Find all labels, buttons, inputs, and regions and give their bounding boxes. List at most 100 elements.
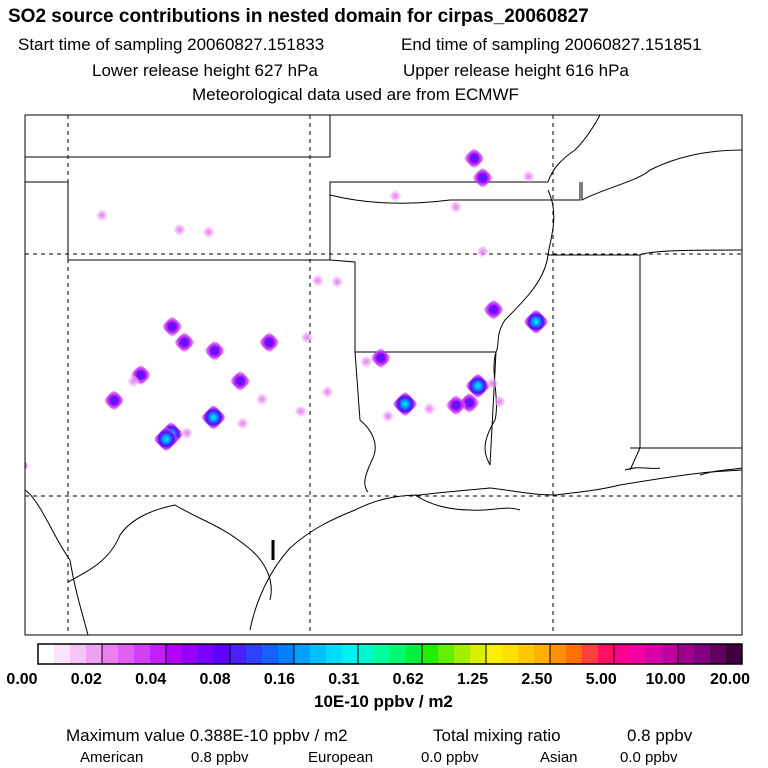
legend-swatch — [518, 644, 535, 664]
source-plume-s18 — [229, 370, 252, 393]
legend-tick-label: 0.08 — [200, 671, 231, 688]
geo-line — [329, 259, 496, 353]
source-plume-s1 — [463, 147, 486, 170]
source-plume-s10 — [523, 308, 550, 335]
geo-line — [489, 351, 497, 466]
legend-tick-label: 0.16 — [264, 671, 295, 688]
geo-line — [414, 494, 521, 511]
total-mixing-label: Total mixing ratio — [433, 726, 561, 745]
geo-line — [484, 189, 555, 466]
legend-tick-label: 0.31 — [328, 671, 359, 688]
legend-swatch — [230, 644, 247, 664]
source-plume-s15 — [359, 354, 374, 369]
legend-tick-label: 2.50 — [521, 671, 552, 688]
source-plume-s27 — [200, 404, 227, 431]
legend-swatch — [630, 644, 647, 664]
legend-tick-label: 20.00 — [710, 671, 750, 688]
legend-tick-label: 10.00 — [646, 671, 686, 688]
chart-title: SO2 source contributions in nested domai… — [8, 6, 589, 27]
legend-swatch — [182, 644, 199, 664]
legend-swatch — [438, 644, 455, 664]
legend-swatch — [694, 644, 711, 664]
color-legend — [37, 643, 743, 665]
geo-line — [25, 115, 331, 158]
legend-swatch — [678, 644, 695, 664]
source-plume-s38 — [521, 169, 536, 184]
legend-swatch — [246, 644, 263, 664]
legend-swatch — [422, 644, 439, 664]
geo-line — [354, 351, 376, 493]
legend-swatch — [390, 644, 407, 664]
legend-swatch — [470, 644, 487, 664]
source-plume-s19 — [464, 372, 491, 399]
geo-line — [547, 115, 601, 183]
source-plume-s21 — [103, 389, 126, 412]
legend-swatch — [566, 644, 583, 664]
legend-swatch — [214, 644, 231, 664]
source-plume-s31 — [293, 404, 308, 419]
legend-swatch — [310, 644, 327, 664]
source-plume-s24 — [492, 394, 507, 409]
legend-swatch — [342, 644, 359, 664]
legend-tick-label: 0.62 — [393, 671, 424, 688]
legend-swatch — [614, 644, 631, 664]
legend-swatch — [326, 644, 343, 664]
american-label: American — [80, 749, 144, 766]
source-plume-s4 — [449, 199, 463, 214]
source-plume-s6 — [475, 244, 490, 259]
source-plume-s20 — [485, 376, 500, 391]
geo-line — [699, 467, 742, 476]
source-plume-s7 — [310, 273, 325, 288]
source-plume-s26 — [392, 391, 419, 418]
source-plume-s35 — [25, 461, 30, 471]
source-plume-s3 — [388, 188, 403, 203]
source-plume-s30 — [381, 409, 396, 424]
european-label: European — [308, 749, 374, 766]
source-plume-s2 — [471, 166, 494, 189]
source-plume-s13 — [203, 339, 226, 362]
upper-release-label: Upper release height 616 hPa — [403, 61, 629, 80]
total-mixing-value: 0.8 ppbv — [627, 726, 693, 745]
source-plume-s8 — [330, 274, 345, 289]
source-plume-s41 — [320, 384, 335, 399]
american-value: 0.8 ppbv — [191, 749, 249, 766]
start-time-label: Start time of sampling 20060827.151833 — [18, 35, 325, 54]
legend-swatch — [646, 644, 663, 664]
asian-label: Asian — [540, 749, 578, 766]
geo-line — [25, 181, 548, 261]
map-frame — [24, 114, 743, 636]
source-plume-s37 — [201, 225, 216, 240]
source-plume-s39 — [258, 331, 281, 354]
source-plume-s29 — [422, 401, 437, 416]
map-area — [25, 115, 742, 635]
legend-tick-label: 0.04 — [135, 671, 166, 688]
legend-swatch — [102, 644, 119, 664]
legend-tick-label: 0.00 — [6, 671, 37, 688]
legend-swatch — [486, 644, 503, 664]
lower-release-label: Lower release height 627 hPa — [92, 61, 318, 80]
legend-ticks: 0.00 0.02 0.04 0.08 0.16 0.31 0.62 1.25 2.50 5.00… — [6, 671, 750, 688]
source-plume-s33 — [153, 426, 180, 453]
max-value-label: Maximum value 0.388E-10 ppbv / m2 — [66, 726, 348, 745]
legend-tick-label: 0.02 — [71, 671, 102, 688]
legend-swatch — [198, 644, 215, 664]
source-plume-s14 — [369, 347, 392, 370]
legend-swatch — [38, 644, 55, 664]
legend-swatch — [406, 644, 423, 664]
legend-swatch — [502, 644, 519, 664]
legend-swatch — [294, 644, 311, 664]
source-plume-s12 — [173, 331, 196, 354]
legend-swatch — [54, 644, 71, 664]
legend-swatch — [262, 644, 279, 664]
source-plume-s25 — [445, 394, 467, 417]
source-plume-s40 — [299, 330, 314, 345]
european-value: 0.0 ppbv — [421, 749, 479, 766]
legend-tick-label: 1.25 — [457, 671, 488, 688]
legend-swatch — [278, 644, 295, 664]
geo-line — [25, 489, 89, 635]
geography-lines — [25, 115, 742, 635]
asian-value: 0.0 ppbv — [620, 749, 678, 766]
source-plume-s28 — [235, 416, 250, 431]
lat-lon-grid — [25, 115, 742, 635]
